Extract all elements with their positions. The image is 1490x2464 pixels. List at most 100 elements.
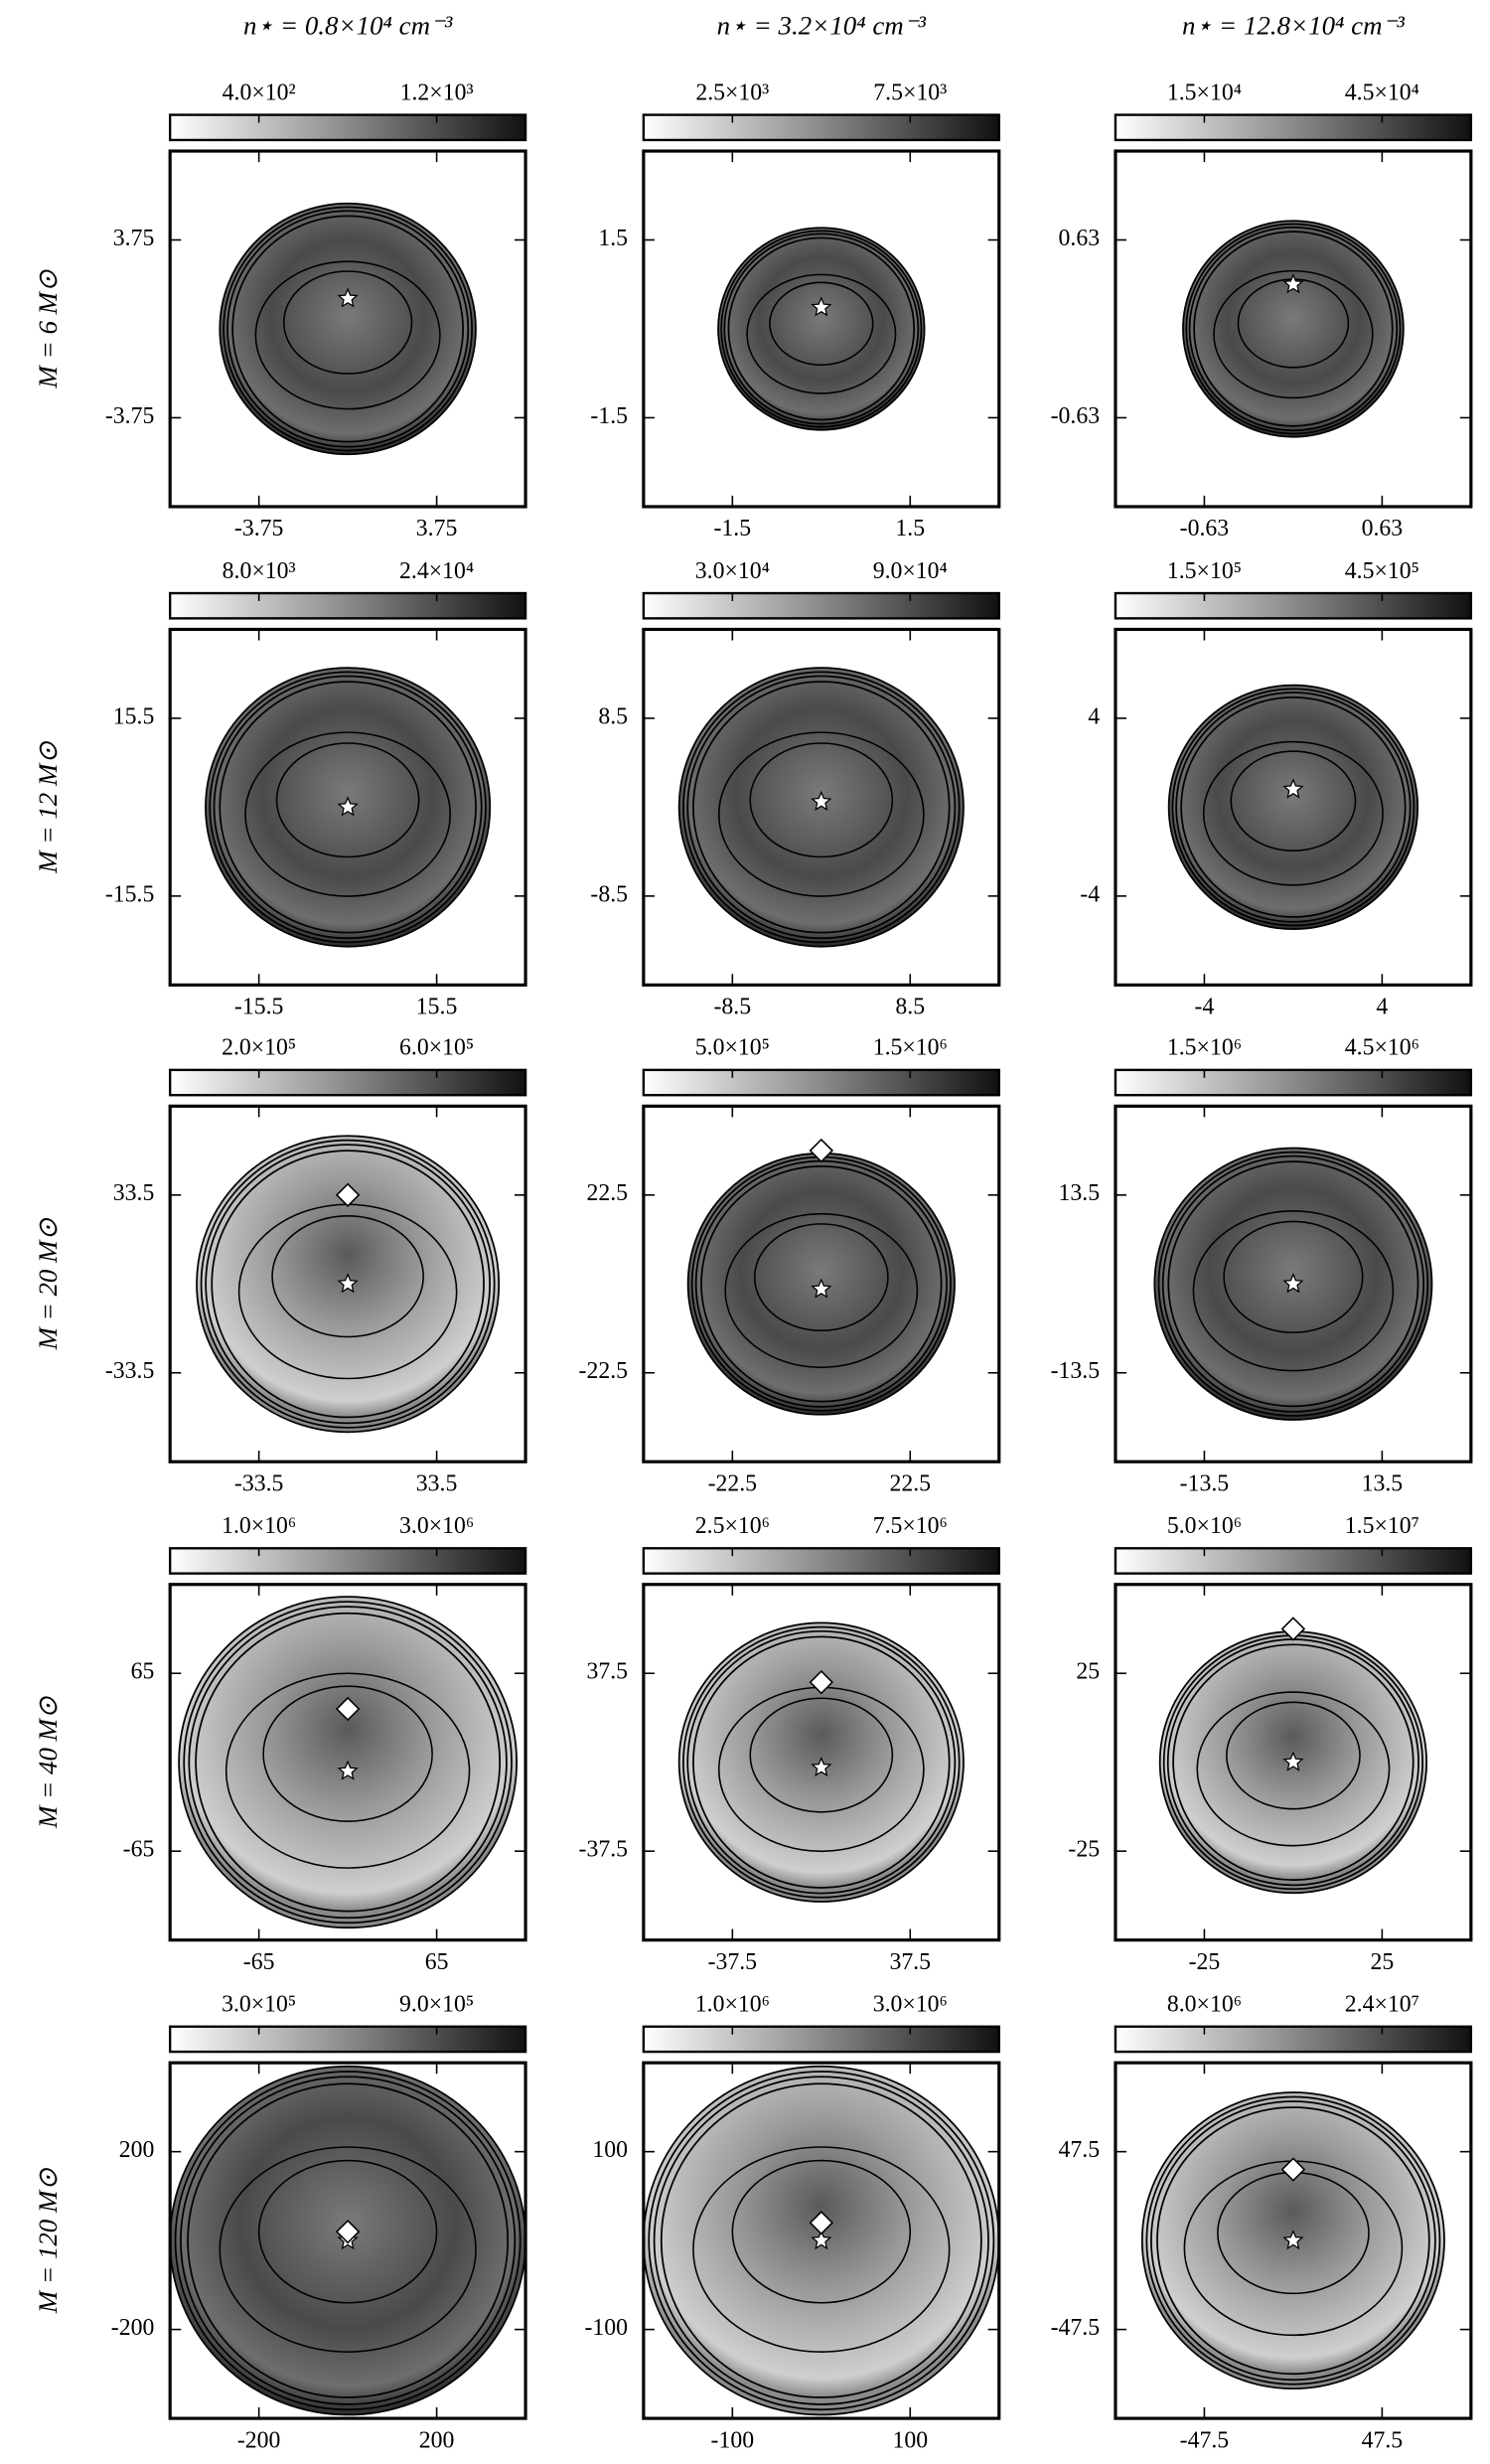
colorbar	[642, 113, 1000, 142]
y-tick-label: 8.5	[598, 703, 628, 729]
contour	[275, 742, 420, 858]
axes-frame	[168, 2061, 527, 2420]
panel: -0.63 0.63 -0.63 0.63 1.5×10⁴ 4.5×10⁴	[1051, 79, 1473, 541]
x-tick-label: -33.5	[234, 1470, 283, 1496]
x-tick-label: 37.5	[890, 1949, 932, 1975]
colorbar	[168, 2025, 527, 2054]
y-tick-label: -47.5	[1051, 2315, 1100, 2341]
column-title: n⋆ = 0.8×10⁴ cm⁻³	[243, 11, 453, 41]
x-tick-label: 3.75	[416, 516, 458, 541]
contour	[188, 1606, 508, 1920]
y-tick-label: -100	[584, 2315, 628, 2341]
contour	[1185, 223, 1402, 435]
contour	[226, 210, 470, 448]
contour	[219, 681, 477, 934]
contour	[209, 671, 487, 944]
contour	[749, 1697, 894, 1813]
contour	[643, 2065, 999, 2416]
colorbar-tick-label: 8.0×10⁶	[1167, 1992, 1242, 2018]
colorbar-tick-label: 3.0×10⁶	[399, 1513, 474, 1539]
colorbar-tick-label: 1.5×10⁵	[1167, 558, 1242, 584]
x-tick-label: 100	[892, 2427, 928, 2453]
star-marker	[337, 1273, 359, 1294]
star-marker	[1282, 2229, 1304, 2250]
contour	[262, 1685, 433, 1822]
colorbar	[642, 1547, 1000, 1575]
y-tick-label: 4	[1088, 703, 1100, 729]
y-tick-label: 3.75	[113, 226, 155, 251]
x-tick-label: 8.5	[895, 995, 925, 1020]
axes-frame	[642, 149, 1001, 509]
x-tick-label: -65	[243, 1949, 275, 1975]
axes-frame	[1114, 2061, 1473, 2420]
contour	[1230, 750, 1357, 852]
colorbar	[1114, 1068, 1473, 1097]
contour	[753, 1223, 889, 1332]
density-map	[219, 202, 477, 456]
panel: -200 200 -200 200 3.0×10⁵ 9.0×10⁵	[111, 1992, 527, 2453]
axes-frame	[1114, 627, 1473, 987]
colorbar-tick-label: 2.4×10⁴	[399, 558, 474, 584]
contour	[170, 2065, 526, 2416]
colorbar-tick-label: 8.0×10³	[223, 558, 296, 584]
panel: -33.5 33.5 -33.5 33.5 2.0×10⁵ 6.0×10⁵	[105, 1035, 527, 1496]
colorbar	[642, 1068, 1000, 1097]
colorbar	[168, 591, 527, 620]
contour	[749, 742, 894, 858]
contour	[653, 2076, 989, 2405]
contour	[1202, 740, 1384, 886]
diamond-marker	[1280, 1617, 1306, 1641]
colorbar	[168, 113, 527, 142]
panel: -100 100 -100 100 1.0×10⁶ 3.0×10⁶	[584, 1992, 1001, 2453]
y-tick-label: 33.5	[113, 1180, 155, 1206]
contour	[660, 2082, 982, 2398]
x-tick-label: 13.5	[1362, 1470, 1404, 1496]
contour	[187, 2082, 510, 2398]
contour	[1171, 688, 1416, 927]
contour	[223, 206, 473, 452]
contour	[254, 260, 441, 410]
y-tick-label: 47.5	[1059, 2137, 1101, 2163]
y-tick-label: 37.5	[586, 1659, 628, 1685]
colorbar	[1114, 113, 1473, 142]
disk	[678, 668, 964, 947]
y-tick-label: 22.5	[586, 1180, 628, 1206]
contour	[1157, 1151, 1429, 1417]
contour	[213, 675, 483, 940]
contour	[1153, 1147, 1433, 1421]
x-tick-label: -200	[237, 2427, 281, 2453]
panel: -65 65 -65 65 1.0×10⁶ 3.0×10⁶	[123, 1513, 527, 1975]
x-tick-label: -0.63	[1180, 516, 1229, 541]
column-title: n⋆ = 3.2×10⁴ cm⁻³	[717, 11, 927, 41]
contour	[682, 671, 961, 944]
panel: -3.75 3.75 -3.75 3.75 4.0×10² 1.2×10³	[105, 79, 527, 541]
y-tick-label: 100	[592, 2137, 628, 2163]
colorbar-tick-label: 1.5×10⁶	[873, 1035, 948, 1061]
contour	[1182, 220, 1405, 438]
panel: -15.5 15.5 -15.5 15.5 8.0×10³ 2.4×10⁴	[105, 558, 527, 1020]
contour	[720, 230, 923, 428]
panel: -13.5 13.5 -13.5 13.5 1.5×10⁶ 4.5×10⁶	[1051, 1035, 1473, 1496]
contour	[174, 2071, 522, 2411]
colorbar	[1114, 2025, 1473, 2054]
colorbar-tick-label: 1.5×10⁷	[1345, 1513, 1419, 1539]
contour	[205, 667, 492, 948]
y-tick-label: 200	[119, 2137, 155, 2163]
contour	[282, 270, 413, 375]
y-tick-label: 1.5	[598, 226, 628, 251]
star-marker	[811, 790, 832, 812]
y-tick-label: -15.5	[105, 881, 154, 907]
y-tick-label: -22.5	[579, 1358, 628, 1384]
star-marker	[811, 296, 832, 317]
contour	[1167, 1160, 1419, 1408]
contour	[686, 1629, 957, 1895]
colorbar-tick-label: 1.0×10⁶	[695, 1992, 770, 2018]
disk	[718, 228, 925, 430]
density-map	[1167, 684, 1419, 931]
diamond-marker	[335, 1182, 361, 1207]
y-tick-label: -3.75	[105, 403, 154, 429]
contour	[231, 215, 464, 443]
axes-frame	[168, 1104, 527, 1463]
contour	[1175, 692, 1412, 923]
